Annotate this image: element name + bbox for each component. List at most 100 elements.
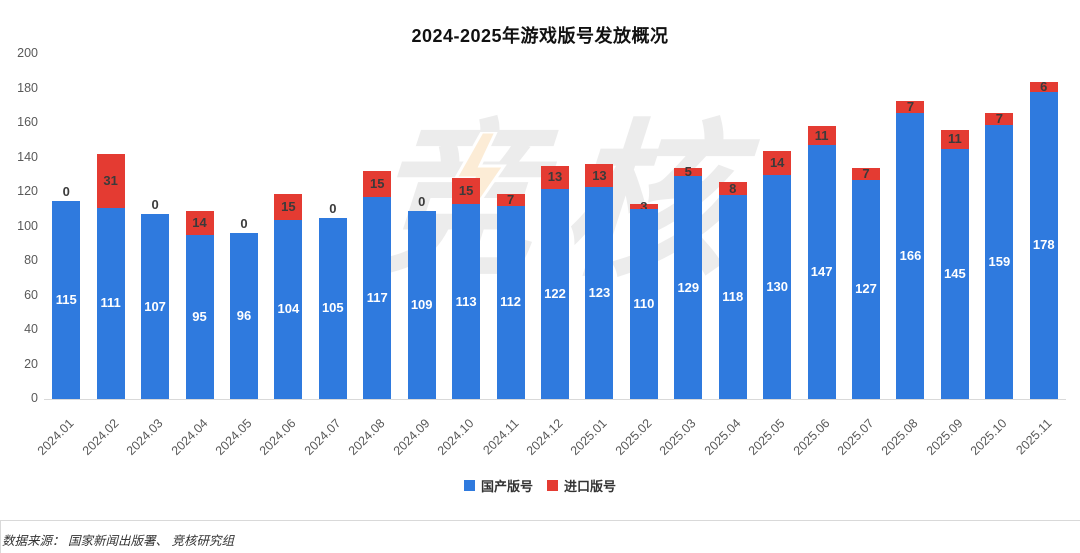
- domestic-value-label: 110: [633, 296, 655, 312]
- legend-swatch-icon: [463, 480, 475, 491]
- legend-item: 进口版号: [547, 476, 616, 495]
- imported-value-label: 11: [948, 131, 962, 147]
- imported-value-label: 0: [62, 183, 70, 199]
- domestic-value-label: 159: [988, 253, 1011, 269]
- domestic-value-label: 107: [144, 298, 166, 314]
- bar-segment-imported: 7: [852, 166, 881, 180]
- domestic-value-label: 166: [899, 247, 922, 263]
- bar-segment-domestic: 127: [852, 179, 881, 399]
- bar-segment-imported: 3: [629, 199, 658, 213]
- bar-segment-domestic: 145: [940, 148, 969, 399]
- imported-value-label: 15: [458, 183, 474, 199]
- y-tick-label: 140: [17, 149, 38, 164]
- bar-segment-domestic: 107: [141, 214, 170, 399]
- imported-value-label: 31: [103, 172, 118, 188]
- domestic-value-label: 147: [810, 264, 833, 280]
- domestic-value-label: 111: [100, 295, 121, 311]
- imported-value-label: 15: [281, 198, 296, 214]
- y-tick-label: 160: [17, 115, 38, 129]
- bar-segment-domestic: 123: [585, 186, 614, 399]
- bar-segment-imported: 7: [896, 98, 925, 114]
- stacked-bar-2025.05: 14 130: [763, 150, 792, 399]
- imported-value-label: 7: [906, 98, 915, 114]
- imported-value-label: 13: [547, 169, 563, 185]
- imported-value-label: 0: [151, 197, 159, 213]
- stacked-bar-2025.09: 11 145: [940, 129, 969, 399]
- bar-segment-domestic: 178: [1029, 91, 1058, 399]
- imported-value-label: 0: [329, 200, 337, 216]
- bar-segment-domestic: 104: [274, 219, 303, 399]
- domestic-value-label: 130: [766, 278, 789, 294]
- y-tick-label: 180: [17, 80, 38, 95]
- bar-segment-domestic: 111: [96, 207, 125, 399]
- domestic-value-label: 113: [455, 293, 477, 309]
- stacked-bar-2025.03: 5 129: [674, 164, 703, 399]
- imported-value-label: 5: [684, 164, 692, 180]
- stacked-bar-2024.10: 15 113: [452, 178, 481, 399]
- bar-segment-imported: 8: [718, 181, 747, 196]
- bar-segment-imported: 7: [496, 191, 525, 207]
- imported-value-label: 15: [370, 176, 385, 192]
- bar-segment-domestic: 147: [807, 145, 836, 399]
- y-tick-label: 200: [17, 46, 38, 60]
- bar-segment-domestic: 129: [674, 176, 703, 399]
- domestic-value-label: 145: [944, 265, 966, 281]
- bar-segment-imported: 15: [274, 193, 303, 220]
- bar-segment-domestic: 117: [363, 197, 392, 399]
- bar-segment-domestic: 112: [496, 205, 525, 399]
- stacked-bar-2024.01: 115: [52, 200, 81, 399]
- domestic-value-label: 129: [677, 279, 700, 295]
- stacked-bar-2025.02: 3 110: [629, 199, 658, 399]
- imported-value-label: 3: [640, 198, 648, 214]
- stacked-bar-2025.11: 6 178: [1029, 78, 1058, 399]
- imported-value-label: 7: [995, 110, 1003, 126]
- bar-segment-domestic: 113: [452, 204, 481, 399]
- stacked-bar-2024.09: 109: [407, 210, 436, 399]
- legend-swatch-icon: [547, 480, 558, 491]
- imported-value-label: 14: [769, 154, 785, 170]
- domestic-value-label: 109: [410, 296, 433, 312]
- imported-value-label: 11: [814, 127, 829, 143]
- bar-segment-imported: 5: [674, 164, 703, 180]
- bar-segment-domestic: 96: [229, 233, 258, 399]
- imported-value-label: 7: [506, 191, 515, 207]
- legend-item: 国产版号: [463, 476, 533, 495]
- stacked-bar-2024.04: 14 95: [185, 210, 214, 399]
- legend: 国产版号 进口版号: [0, 476, 1080, 495]
- stacked-bar-2025.06: 11 147: [807, 126, 836, 399]
- domestic-value-label: 123: [588, 284, 611, 300]
- domestic-value-label: 118: [722, 289, 744, 305]
- data-source-text: 数据来源： 国家新闻出版署、 竞核研究组: [2, 534, 234, 548]
- y-tick-label: 0: [31, 391, 38, 405]
- footer-left-border: [0, 520, 1, 553]
- imported-value-label: 13: [592, 167, 607, 183]
- bar-segment-domestic: 95: [185, 235, 214, 399]
- y-tick-label: 60: [24, 287, 38, 302]
- stacked-bar-2024.12: 13 122: [541, 166, 569, 399]
- bar-segment-imported: 14: [185, 210, 214, 236]
- y-tick-label: 40: [24, 322, 38, 336]
- domestic-value-label: 105: [321, 300, 344, 316]
- bar-segment-imported: 31: [96, 154, 125, 208]
- domestic-value-label: 122: [544, 285, 566, 301]
- stacked-bar-2025.01: 13 123: [585, 164, 614, 399]
- bar-segment-domestic: 118: [718, 195, 747, 399]
- stacked-bar-2024.02: 31 111: [96, 154, 125, 399]
- bar-segment-domestic: 122: [541, 188, 569, 399]
- stacked-bar-2025.10: 7 159: [985, 110, 1014, 399]
- domestic-value-label: 178: [1032, 237, 1055, 253]
- y-tick-label: 80: [24, 253, 38, 267]
- bar-segment-domestic: 109: [407, 210, 436, 399]
- imported-value-label: 6: [1040, 78, 1048, 94]
- stacked-bar-2024.03: 107: [141, 214, 170, 399]
- stacked-bar-2024.05: 96: [229, 233, 258, 399]
- chart-title: 2024-2025年游戏版号发放概况: [411, 26, 669, 46]
- bar-segment-imported: 13: [541, 166, 569, 189]
- y-tick-label: 100: [17, 218, 38, 233]
- y-tick-label: 20: [24, 356, 38, 371]
- bar-segment-domestic: 110: [629, 209, 658, 399]
- bar-segment-imported: 6: [1029, 78, 1058, 94]
- bar-segment-domestic: 166: [896, 112, 925, 399]
